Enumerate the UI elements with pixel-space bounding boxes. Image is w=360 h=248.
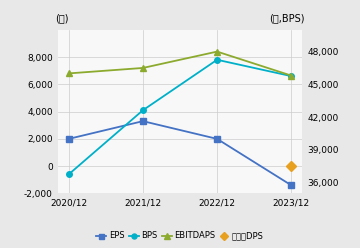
EBITDAPS [141,66,145,69]
EBITDAPS [289,74,293,77]
BPS [289,75,293,78]
Line: 보통주DPS: 보통주DPS [288,163,295,170]
Line: EPS: EPS [66,118,294,188]
BPS [67,173,71,176]
EPS [289,184,293,187]
BPS [141,109,145,112]
Text: (원): (원) [55,13,69,23]
EBITDAPS [67,72,71,75]
Line: EBITDAPS: EBITDAPS [65,48,295,79]
Legend: EPS, BPS, EBITDAPS, 보통주DPS: EPS, BPS, EBITDAPS, 보통주DPS [93,228,267,244]
Text: (원,BPS): (원,BPS) [269,13,305,23]
EPS [67,137,71,140]
EPS [215,137,219,140]
Line: BPS: BPS [66,57,294,177]
BPS [215,58,219,61]
EPS [141,120,145,123]
보통주DPS [289,165,293,168]
EBITDAPS [215,50,219,53]
